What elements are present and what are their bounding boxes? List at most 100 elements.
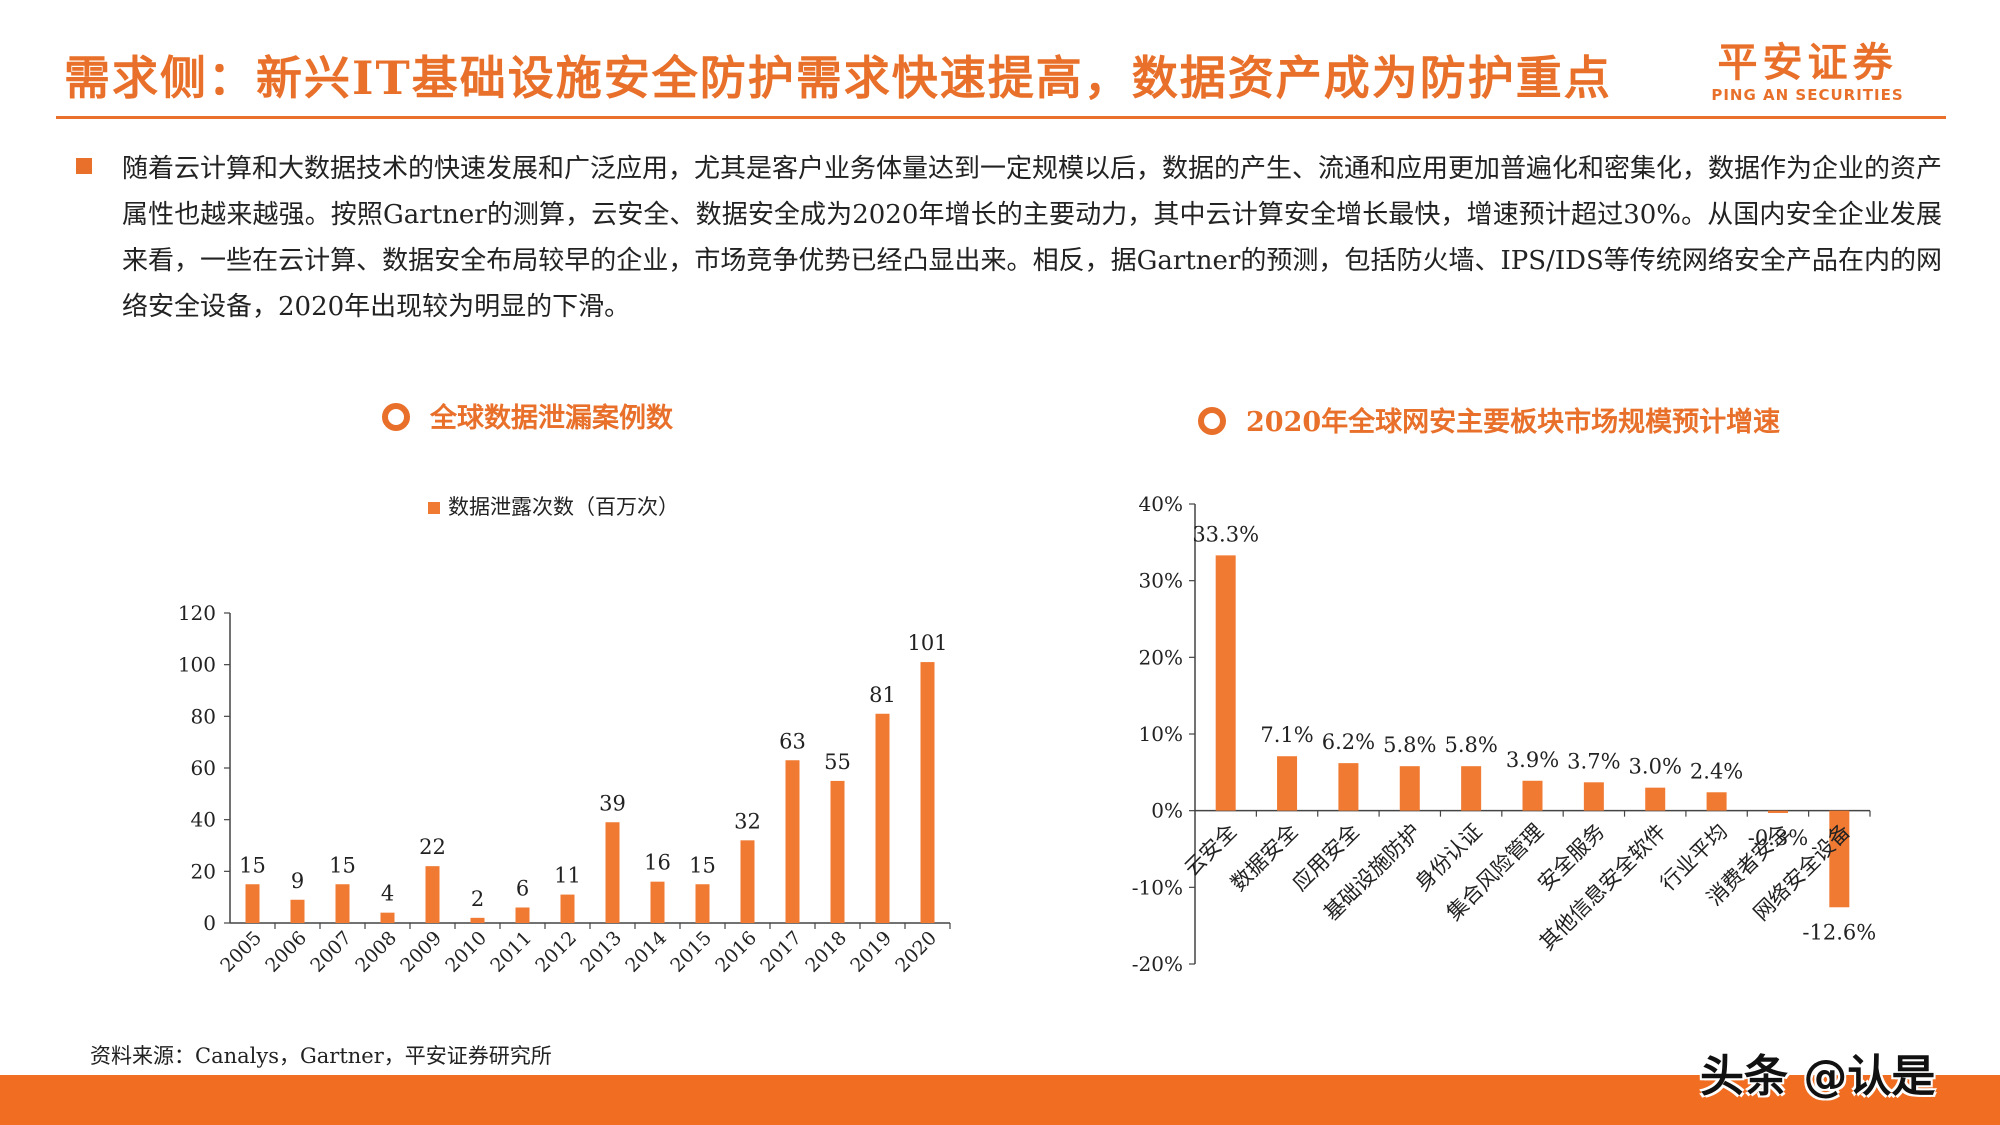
chart-security-growth: -20%-10%0%10%20%30%40%33.3%云安全7.1%数据安全6.… [1132, 492, 1876, 976]
x-tick-label: 2020 [891, 927, 941, 977]
bar [1399, 766, 1420, 811]
data-label: 5.8% [1383, 733, 1436, 757]
bar [1706, 792, 1727, 811]
data-label: 16 [644, 851, 671, 875]
x-tick-label: 2006 [261, 927, 311, 977]
data-label: 15 [689, 853, 716, 877]
data-label: 11 [554, 864, 581, 888]
x-tick-label: 2016 [711, 927, 761, 977]
data-label: 55 [824, 750, 851, 774]
data-label: -0.3% [1748, 826, 1808, 850]
data-label: 3.9% [1506, 748, 1559, 772]
bar [740, 840, 755, 923]
data-label: 2.4% [1690, 759, 1743, 783]
chart1-legend: 数据泄露次数（百万次） [428, 495, 679, 519]
data-label: 5.8% [1444, 733, 1497, 757]
y-tick-label: 60 [191, 756, 216, 780]
data-label: 6 [516, 877, 529, 901]
y-tick-label: 40 [191, 808, 216, 832]
x-tick-label: 数据安全 [1226, 819, 1302, 895]
ring-bullet-icon [1198, 406, 1226, 435]
bar [1829, 810, 1850, 908]
bar [1215, 555, 1236, 811]
x-tick-label: 2013 [576, 927, 626, 977]
chart2-title-text: 2020年全球网安主要板块市场规模预计增速 [1246, 407, 1781, 438]
y-tick-label: 120 [178, 601, 216, 625]
x-tick-label: 2007 [306, 927, 356, 977]
bar [605, 822, 620, 923]
footer-bar [0, 1075, 2000, 1125]
data-label: -12.6% [1802, 920, 1876, 944]
x-tick-label: 2005 [216, 927, 266, 977]
y-tick-label: 30% [1139, 569, 1183, 593]
bar [425, 866, 440, 923]
x-tick-label: 2015 [666, 927, 716, 977]
x-tick-label: 2010 [441, 927, 491, 977]
y-tick-label: 20% [1139, 645, 1183, 669]
summary-paragraph: 随着云计算和大数据技术的快速发展和广泛应用，尤其是客户业务体量达到一定规模以后，… [122, 154, 1943, 322]
ring-bullet-icon [382, 402, 410, 431]
bar [1522, 780, 1543, 811]
x-tick-label: 2019 [846, 927, 896, 977]
page-title: 需求侧：新兴IT基础设施安全防护需求快速提高，数据资产成为防护重点 [64, 51, 1612, 105]
y-tick-label: 40% [1139, 492, 1183, 516]
bar [470, 917, 485, 923]
chart1-title: 全球数据泄漏案例数 [382, 396, 673, 435]
data-label: 15 [239, 853, 266, 877]
bar [830, 780, 845, 923]
bar [1338, 763, 1359, 811]
header-divider [56, 116, 1946, 119]
y-tick-label: 10% [1139, 722, 1183, 746]
y-tick-label: 20 [191, 859, 216, 883]
logo-text-en: PING AN SECURITIES [1711, 86, 1904, 104]
data-label: 4 [381, 882, 394, 906]
bar [1277, 756, 1298, 811]
y-tick-label: -20% [1132, 952, 1183, 976]
bar [335, 884, 350, 923]
bullet-square-icon [76, 158, 92, 174]
x-tick-label: 2018 [801, 927, 851, 977]
y-tick-label: 0 [203, 911, 216, 935]
brand-logo: 平安证券 PING AN SECURITIES [1675, 40, 1940, 108]
x-tick-label: 2008 [351, 927, 401, 977]
source-note: 资料来源：Canalys，Gartner，平安证券研究所 [90, 1044, 552, 1068]
data-label: 6.2% [1322, 730, 1375, 754]
y-tick-label: 80 [191, 704, 216, 728]
bar [785, 760, 800, 923]
x-tick-label: 2017 [756, 927, 806, 977]
bar [1461, 766, 1482, 811]
bar [920, 662, 935, 923]
bar [1767, 810, 1788, 813]
bar [380, 912, 395, 923]
data-label: 2 [471, 887, 484, 911]
data-label: 22 [419, 835, 446, 859]
bar [560, 894, 575, 923]
data-label: 3.0% [1629, 755, 1682, 779]
bar [1583, 782, 1604, 811]
bar [695, 884, 710, 923]
chart1-title-text: 全球数据泄漏案例数 [430, 403, 673, 434]
y-tick-label: 0% [1151, 799, 1183, 823]
chart-data-breaches: 数据泄露次数（百万次） 0 20 40 60 80 100 120 15 2005 9 2006 15 2… [178, 495, 951, 977]
x-tick-label: 2012 [531, 927, 581, 977]
data-label: 32 [734, 809, 761, 833]
x-tick-label: 2009 [396, 927, 446, 977]
data-label: 15 [329, 853, 356, 877]
y-tick-label: -10% [1132, 875, 1183, 899]
legend-swatch [428, 502, 440, 514]
x-tick-label: 2011 [486, 927, 536, 977]
y-tick-label: 100 [178, 653, 216, 677]
data-label: 39 [599, 791, 626, 815]
bar [515, 907, 530, 923]
watermark: 头条 @认是 [1700, 1051, 1936, 1102]
bar [245, 884, 260, 923]
data-label: 9 [291, 869, 304, 893]
x-tick-label: 2014 [621, 927, 671, 977]
bar [290, 899, 305, 923]
data-label: 81 [869, 683, 896, 707]
data-label: 3.7% [1567, 749, 1620, 773]
legend-label: 数据泄露次数（百万次） [448, 495, 679, 519]
chart2-title: 2020年全球网安主要板块市场规模预计增速 [1198, 400, 1780, 439]
data-label: 63 [779, 729, 806, 753]
bar [650, 881, 665, 923]
